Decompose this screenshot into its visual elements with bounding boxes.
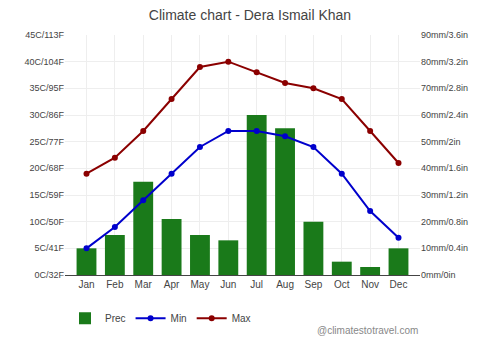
svg-text:Mar: Mar	[135, 279, 153, 290]
svg-text:@climatestotravel.com: @climatestotravel.com	[317, 325, 418, 336]
svg-text:60mm/2.4in: 60mm/2.4in	[421, 110, 468, 120]
svg-text:0mm/0in: 0mm/0in	[421, 270, 456, 280]
svg-text:Climate chart - Dera Ismail Kh: Climate chart - Dera Ismail Khan	[149, 7, 351, 23]
svg-text:45C/113F: 45C/113F	[25, 30, 64, 40]
svg-text:Nov: Nov	[361, 279, 379, 290]
svg-text:Jan: Jan	[78, 279, 94, 290]
svg-text:Jun: Jun	[220, 279, 236, 290]
svg-text:25C/77F: 25C/77F	[29, 137, 64, 147]
svg-text:40C/104F: 40C/104F	[24, 57, 64, 67]
svg-text:80mm/3.2in: 80mm/3.2in	[421, 57, 468, 67]
svg-text:20C/68F: 20C/68F	[29, 163, 64, 173]
svg-text:90mm/3.6in: 90mm/3.6in	[421, 30, 468, 40]
svg-text:40mm/1.6in: 40mm/1.6in	[421, 163, 468, 173]
svg-text:Apr: Apr	[164, 279, 180, 290]
svg-text:35C/95F: 35C/95F	[29, 83, 64, 93]
svg-text:Aug: Aug	[276, 279, 294, 290]
svg-text:70mm/2.8in: 70mm/2.8in	[421, 83, 468, 93]
svg-text:May: May	[190, 279, 209, 290]
svg-text:Max: Max	[232, 313, 251, 324]
svg-text:0C/32F: 0C/32F	[34, 270, 64, 280]
svg-text:30C/86F: 30C/86F	[29, 110, 64, 120]
svg-text:Oct: Oct	[334, 279, 350, 290]
svg-text:15C/59F: 15C/59F	[29, 190, 64, 200]
svg-text:5C/41F: 5C/41F	[34, 243, 64, 253]
svg-text:20mm/0.8in: 20mm/0.8in	[421, 217, 468, 227]
svg-text:50mm/2in: 50mm/2in	[421, 137, 461, 147]
svg-text:Min: Min	[171, 313, 187, 324]
svg-text:Feb: Feb	[106, 279, 124, 290]
svg-text:Jul: Jul	[250, 279, 263, 290]
svg-text:Prec: Prec	[105, 313, 126, 324]
svg-text:30mm/1.2in: 30mm/1.2in	[421, 190, 468, 200]
svg-text:Dec: Dec	[390, 279, 408, 290]
svg-text:10mm/0.4in: 10mm/0.4in	[421, 243, 468, 253]
svg-text:Sep: Sep	[305, 279, 323, 290]
svg-text:10C/50F: 10C/50F	[29, 217, 64, 227]
